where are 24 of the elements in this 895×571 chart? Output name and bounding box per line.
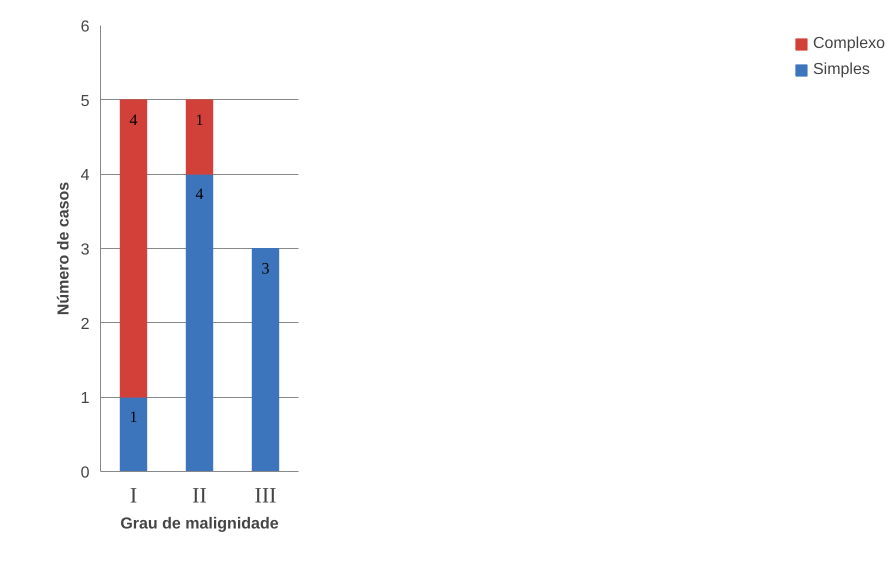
y-tick-label: 5: [80, 92, 90, 110]
bar: [186, 99, 214, 175]
bar: [186, 174, 214, 472]
y-tick-label: 4: [80, 167, 90, 184]
y-tick-label: 2: [80, 316, 90, 333]
y-tick-label: 1: [80, 390, 90, 408]
x-tick-label: III: [254, 482, 276, 508]
legend-label: Complexo: [812, 35, 885, 53]
y-tick-label: 3: [80, 242, 90, 258]
x-axis-title: Grau de malignidade: [120, 516, 279, 532]
legend-label: Simples: [812, 61, 870, 79]
data-label: 1: [196, 112, 204, 129]
bar: [120, 396, 148, 472]
y-tick-label: 0: [80, 464, 90, 482]
y-axis-title: Número de casos: [56, 182, 73, 316]
data-label: 1: [130, 409, 138, 426]
x-tick-label: II: [192, 482, 207, 508]
data-label: 4: [130, 112, 138, 129]
data-label: 4: [196, 186, 204, 204]
y-tick-label: 6: [80, 18, 90, 36]
data-label: 3: [262, 260, 270, 278]
x-tick-label: I: [130, 482, 138, 508]
bar: [120, 99, 148, 398]
bar: [252, 248, 280, 472]
